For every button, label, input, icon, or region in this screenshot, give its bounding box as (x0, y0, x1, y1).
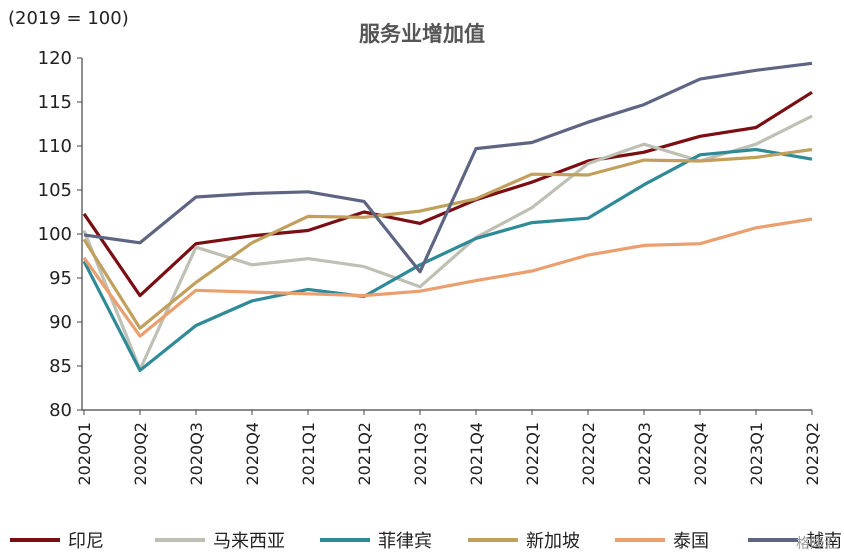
legend-label: 马来西亚 (213, 531, 285, 552)
legend-label: 新加坡 (526, 531, 580, 552)
y-tick-label: 90 (49, 312, 72, 333)
y-tick-label: 80 (49, 400, 72, 421)
y-tick-label: 120 (38, 48, 72, 69)
series-line-印尼 (82, 90, 813, 298)
legend-label: 印尼 (68, 531, 104, 552)
chart-title: 服务业增加值 (359, 22, 485, 46)
y-tick-label: 110 (38, 136, 72, 157)
x-tick-label: 2022Q1 (523, 422, 542, 486)
y-tick-label: 100 (38, 224, 72, 245)
x-tick-label: 2020Q3 (187, 422, 206, 486)
x-tick-label: 2020Q1 (75, 422, 94, 486)
legend-label: 越南 (806, 531, 842, 552)
x-tick-label: 2021Q2 (355, 422, 374, 486)
x-tick-label: 2022Q4 (691, 422, 710, 486)
legend-label: 菲律宾 (378, 531, 432, 552)
x-tick-label: 2021Q3 (411, 422, 430, 486)
x-tick-label: 2022Q3 (635, 422, 654, 486)
x-tick-label: 2021Q4 (467, 422, 486, 486)
y-tick-label: 105 (38, 180, 72, 201)
x-tick-label: 2022Q2 (579, 422, 598, 486)
axes-group: 80 85 90 95 100 105 110 115 120 2020Q1 2020Q2 2020Q… (38, 48, 822, 486)
series-line-越南 (83, 61, 813, 274)
x-tick-label: 2023Q2 (803, 422, 822, 486)
x-tick-label: 2020Q4 (243, 422, 262, 486)
y-tick-label: 115 (38, 92, 72, 113)
watermark: 格隆汇 (796, 536, 838, 552)
y-tick-label: 85 (49, 356, 72, 377)
series-line-泰国 (82, 217, 813, 338)
legend-label: 泰国 (673, 531, 709, 552)
series-line-菲律宾 (82, 147, 813, 372)
y-tick-label: 95 (49, 268, 72, 289)
x-tick-label: 2023Q1 (747, 422, 766, 486)
series-lines (82, 61, 813, 372)
series-line-新加坡 (82, 147, 813, 330)
unit-label: (2019 = 100) (8, 8, 129, 29)
x-tick-label: 2021Q1 (299, 422, 318, 486)
x-tick-label: 2020Q2 (131, 422, 150, 486)
legend: 印尼 马来西亚 菲律宾 新加坡 泰国 越南 (10, 531, 842, 552)
